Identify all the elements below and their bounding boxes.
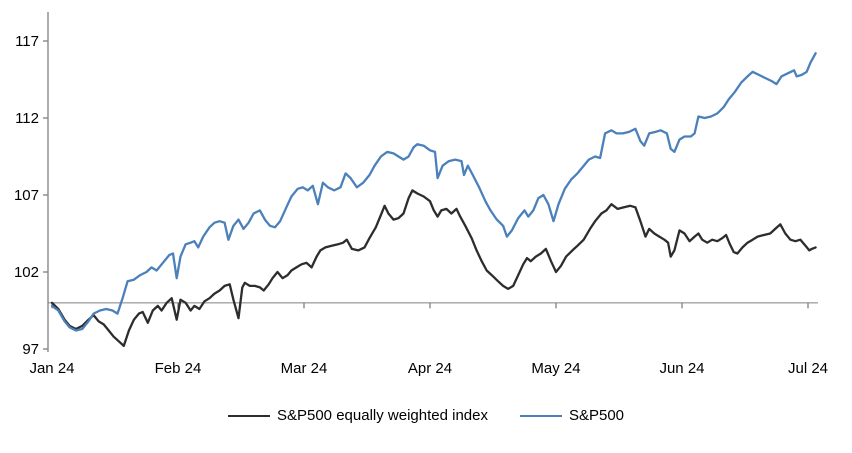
legend-label-equal-weight: S&P500 equally weighted index [276,407,488,424]
x-tick-label: May 24 [531,360,580,377]
x-tick-label: Feb 24 [155,360,202,377]
y-tick-label: 107 [14,187,39,204]
y-tick-label: 102 [14,264,39,281]
legend-label-sp500: S&P500 [568,407,625,424]
series-line-sp500_equal_weight [50,189,817,348]
x-tick-label: Jun 24 [659,360,704,377]
sp500-line-swatch [519,414,562,417]
legend-item-sp500-equal-weight: S&P500 equally weighted index [227,407,488,424]
line-chart-canvas: Jan 24 Feb 24 Mar 24 Apr 24 May 24 Jun 24 Jul … [14,12,828,377]
y-tick-label: 97 [22,341,39,358]
x-tick-label: Mar 24 [281,360,328,377]
x-tick-label: Jul 24 [788,360,828,377]
legend-item-sp500: S&P500 [519,407,625,424]
equal-weight-line-swatch [227,414,270,417]
x-tick-label: Jan 24 [29,360,74,377]
y-tick-label: 112 [15,110,39,127]
y-tick-label: 117 [15,33,39,50]
chart-legend: S&P500 equally weighted index S&P500 [0,408,852,423]
x-tick-label: Apr 24 [408,360,452,377]
series-line-sp500 [50,52,817,332]
